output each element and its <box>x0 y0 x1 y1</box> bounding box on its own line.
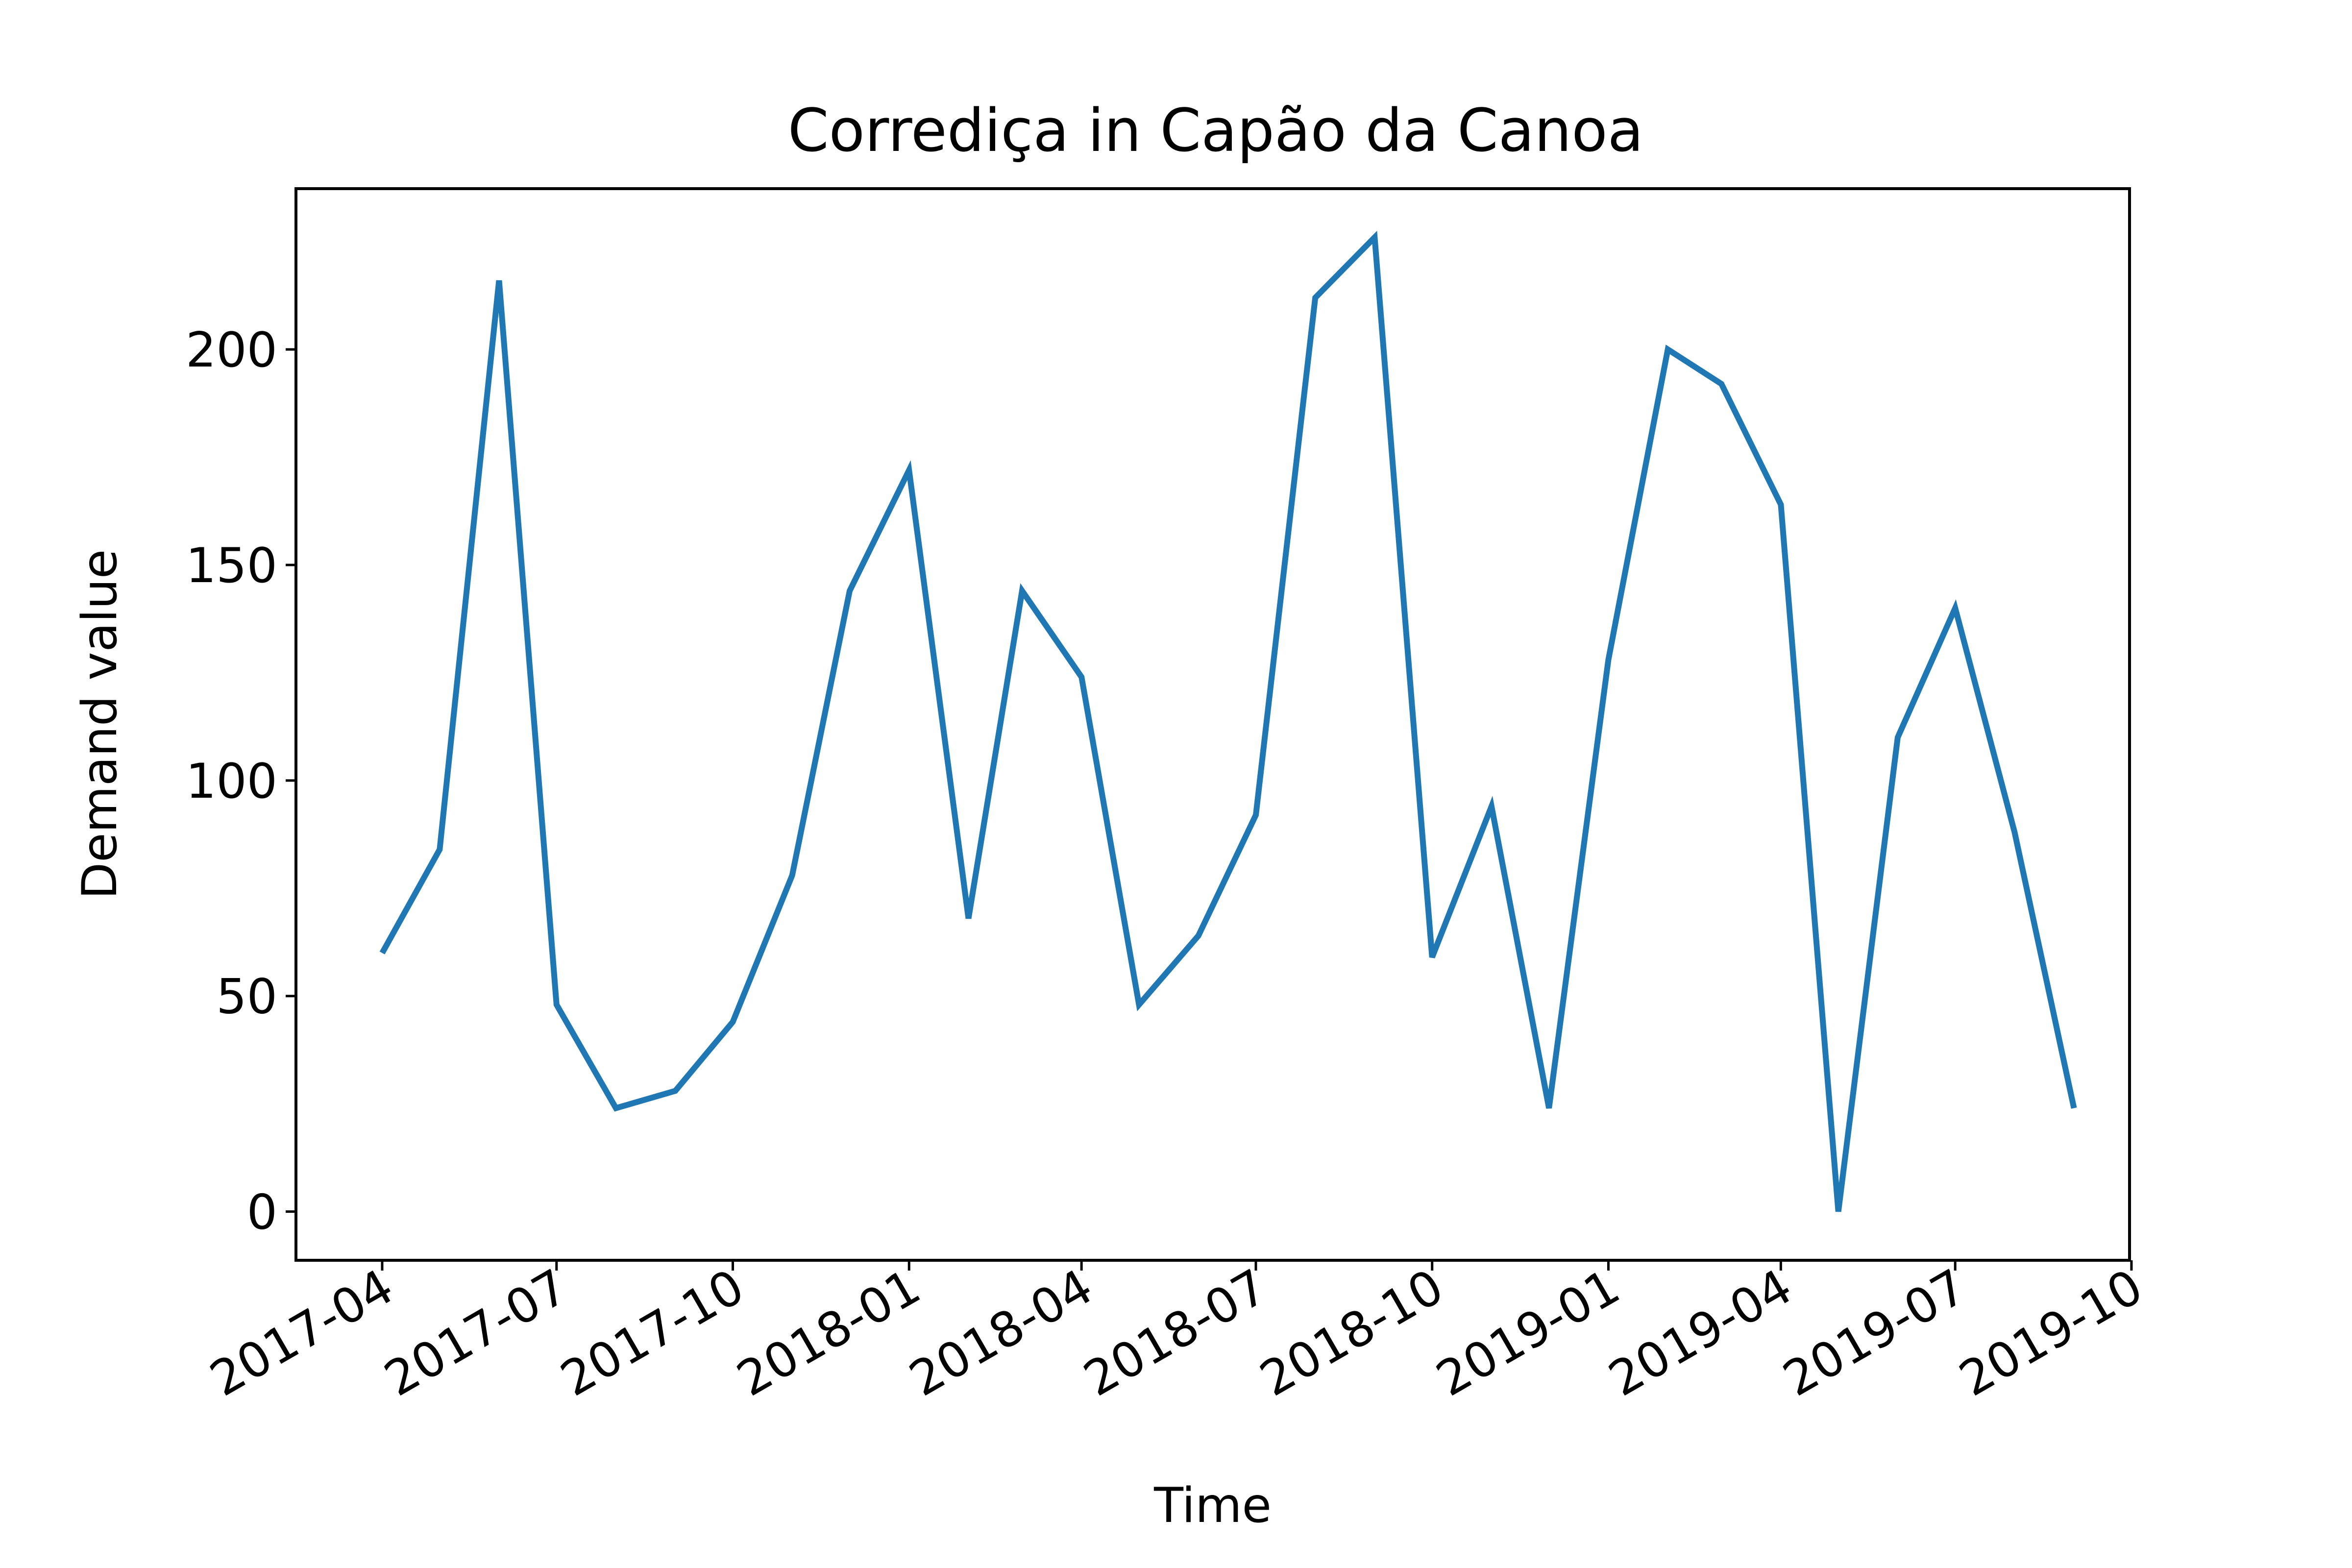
series-line <box>379 230 2077 1212</box>
axes-frame <box>294 187 2131 1262</box>
chart-title: Corrediça in Capão da Canoa <box>788 97 1643 165</box>
series-layer <box>379 230 2077 1212</box>
y-tick-label: 0 <box>247 1185 277 1241</box>
y-tick-label: 150 <box>186 538 277 594</box>
x-axis-label: Time <box>1153 1478 1272 1534</box>
y-tick-label: 200 <box>186 322 277 378</box>
y-tick-label: 50 <box>216 969 277 1025</box>
y-tick-label: 100 <box>186 754 277 809</box>
y-axis: 0 50 100 150 200 <box>186 322 296 1241</box>
y-axis-label: Demand value <box>72 549 128 899</box>
plot-area <box>294 187 2131 1262</box>
